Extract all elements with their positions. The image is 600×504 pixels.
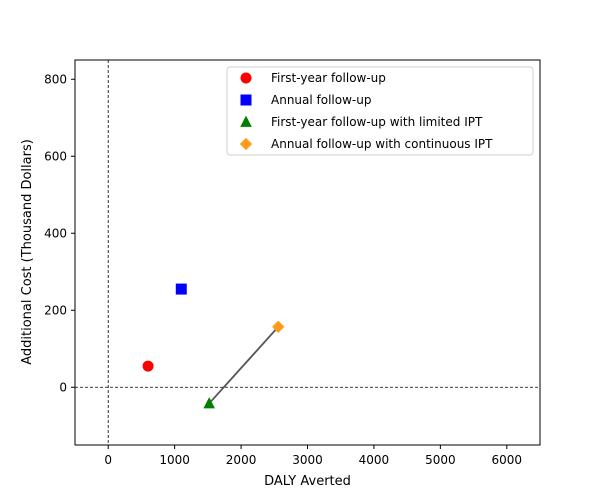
y-tick-label-3: 400	[44, 226, 67, 240]
legend-box	[226, 66, 534, 156]
x-tick-label-4: 3000	[292, 453, 323, 467]
data-point-3-1	[203, 397, 215, 409]
x-tick-label-5: 4000	[359, 453, 390, 467]
legend-marker-1	[240, 72, 252, 84]
connector-line-1	[208, 326, 279, 405]
x-tick-label-3: 2000	[226, 453, 257, 467]
legend: First-year follow-up Annual follow-up Firs…	[226, 66, 534, 156]
data-point-2-1	[175, 283, 187, 295]
y-tick-label-1: 0	[59, 380, 67, 394]
legend-label-3: First-year follow-up with limited IPT	[271, 115, 483, 129]
legend-marker-2	[240, 94, 252, 106]
legend-marker-3	[240, 115, 252, 127]
x-axis-label: DALY Averted	[264, 474, 351, 489]
data-point-4-1	[272, 320, 285, 333]
y-tick-label-2: 200	[44, 303, 67, 317]
y-tick-label-5: 800	[44, 72, 67, 86]
x-tick-label-2: 1000	[159, 453, 190, 467]
legend-label-1: First-year follow-up	[271, 71, 386, 85]
x-tick-label-7: 6000	[492, 453, 523, 467]
legend-label-4: Annual follow-up with continuous IPT	[271, 137, 493, 151]
tick-group: 0 1000 2000 3000 4000 5000 6000 0 200 400 600 800	[44, 72, 522, 467]
plot-content	[75, 60, 540, 445]
x-tick-label-1: 0	[104, 453, 112, 467]
y-axis-label: Additional Cost (Thousand Dollars)	[20, 139, 35, 365]
x-tick-label-6: 5000	[425, 453, 456, 467]
legend-label-2: Annual follow-up	[271, 93, 371, 107]
data-point-1-1	[142, 360, 154, 372]
y-tick-label-4: 600	[44, 149, 67, 163]
legend-marker-4	[239, 137, 253, 151]
